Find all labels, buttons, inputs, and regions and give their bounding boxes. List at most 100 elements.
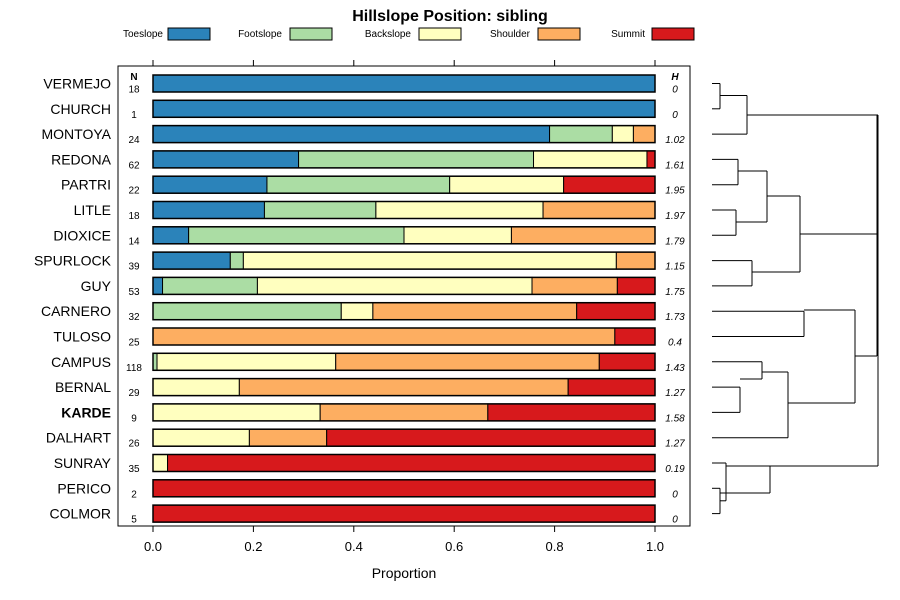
h-value-karde: 1.58 [665,413,685,424]
bar-segment-church-toeslope [152,99,656,118]
row-label-colmor: COLMOR [50,506,111,522]
x-tick-label-1: 0.2 [244,539,262,554]
n-value-montoya: 24 [128,135,140,146]
row-sunray: SUNRAY 35 0.19 [54,453,685,475]
bar-segment-guy-footslope [162,276,258,295]
bar-segment-partri-footslope [266,175,451,194]
n-value-campus: 118 [126,363,142,374]
bar-segment-karde-summit [487,403,656,422]
n-value-karde: 9 [131,413,137,424]
row-label-litle: LITLE [74,202,111,218]
n-value-spurlock: 39 [128,262,140,273]
x-axis: 0.0 0.2 0.4 0.6 0.8 1.0 [144,60,664,554]
row-label-carnero: CARNERO [41,303,111,319]
bar-outline-carnero [152,301,656,321]
h-value-montoya: 1.02 [665,135,685,146]
bar-segment-litle-backslope [375,201,544,219]
bar-segment-montoya-backslope [611,125,634,144]
x-tick-label-3: 0.6 [445,539,463,554]
bar-segment-carnero-summit [576,302,656,321]
bar-outline-vermejo [152,74,656,93]
h-value-carnero: 1.73 [665,312,685,323]
n-value-litle: 18 [128,211,140,222]
row-label-church: CHURCH [50,101,111,117]
h-value-dalhart: 1.27 [665,439,685,450]
legend-swatch-footslope [289,27,333,41]
bar-segment-vermejo-toeslope [152,74,656,93]
bar-segment-carnero-backslope [340,302,374,321]
n-value-colmor: 5 [131,515,137,526]
row-label-montoya: MONTOYA [42,126,112,142]
n-value-vermejo: 18 [128,85,140,96]
h-value-dioxice: 1.79 [665,236,685,247]
row-label-guy: GUY [81,278,112,294]
bar-outline-sunray [152,453,656,473]
row-label-dalhart: DALHART [46,430,112,446]
legend: Toeslope Footslope Backslope Shoulder Summit [123,27,695,41]
row-label-spurlock: SPURLOCK [34,253,112,269]
n-value-church: 1 [131,110,137,121]
bar-segment-tuloso-shoulder [152,327,616,346]
bar-segment-dioxice-backslope [403,226,512,245]
h-value-litle: 1.97 [665,211,685,222]
n-value-guy: 53 [128,287,140,298]
row-vermejo: VERMEJO 18 0 [43,74,678,96]
bar-rows: VERMEJO 18 0 CHURCH 1 0 MONTOYA 24 1.02 REDONA 62 1… [34,74,685,526]
x-tick-label-2: 0.4 [345,539,363,554]
n-column-header: N [130,72,137,83]
x-tick-label-4: 0.8 [546,539,564,554]
x-tick-label-0: 0.0 [144,539,162,554]
bar-outline-colmor [152,504,656,523]
row-colmor: COLMOR 5 0 [50,504,678,526]
bar-outline-montoya [152,124,656,144]
bar-segment-sunray-backslope [152,454,169,472]
x-tick-label-5: 1.0 [646,539,664,554]
bar-outline-litle [152,200,656,220]
bar-segment-karde-shoulder [319,403,489,422]
bar-segment-litle-shoulder [542,201,656,219]
h-value-colmor: 0 [672,515,678,526]
row-label-dioxice: DIOXICE [53,227,111,243]
n-value-tuloso: 25 [128,338,140,349]
n-value-perico: 2 [131,489,137,500]
bar-segment-redona-toeslope [152,150,300,169]
row-litle: LITLE 18 1.97 [74,200,685,222]
bar-segment-dioxice-toeslope [152,226,190,245]
row-redona: REDONA 62 1.61 [51,150,685,171]
bar-segment-bernal-shoulder [238,378,569,397]
bar-segment-campus-backslope [156,352,337,371]
bar-outline-karde [152,403,656,422]
legend-label-summit: Summit [611,29,645,40]
bar-outline-spurlock [152,251,656,270]
n-value-sunray: 35 [128,464,140,475]
bar-segment-dalhart-summit [326,428,656,447]
bar-segment-montoya-footslope [549,125,613,144]
h-value-church: 0 [672,110,678,121]
bar-segment-guy-shoulder [531,276,618,295]
h-value-partri: 1.95 [665,186,685,197]
bar-segment-sunray-summit [167,454,656,472]
x-axis-title: Proportion [372,565,437,581]
bar-segment-partri-backslope [449,175,565,194]
bar-segment-guy-toeslope [152,276,164,295]
bar-outline-partri [152,175,656,194]
bar-segment-bernal-backslope [152,378,240,397]
row-spurlock: SPURLOCK 39 1.15 [34,251,685,273]
bar-segment-perico-summit [152,479,656,498]
row-label-karde: KARDE [61,404,111,420]
h-value-guy: 1.75 [665,287,685,298]
bar-segment-partri-toeslope [152,175,268,194]
row-guy: GUY 53 1.75 [81,276,685,298]
legend-label-footslope: Footslope [238,29,282,40]
row-carnero: CARNERO 32 1.73 [41,301,685,323]
bar-outline-campus [152,352,656,372]
bar-segment-dioxice-footslope [188,226,405,245]
bar-segment-dioxice-shoulder [510,226,656,245]
row-label-sunray: SUNRAY [54,455,112,471]
row-dioxice: DIOXICE 14 1.79 [53,226,685,247]
bar-segment-litle-footslope [263,201,377,219]
chart-title: Hillslope Position: sibling [352,8,548,25]
h-value-bernal: 1.27 [665,388,685,399]
bar-segment-guy-backslope [256,276,533,295]
legend-swatch-shoulder [537,27,581,41]
